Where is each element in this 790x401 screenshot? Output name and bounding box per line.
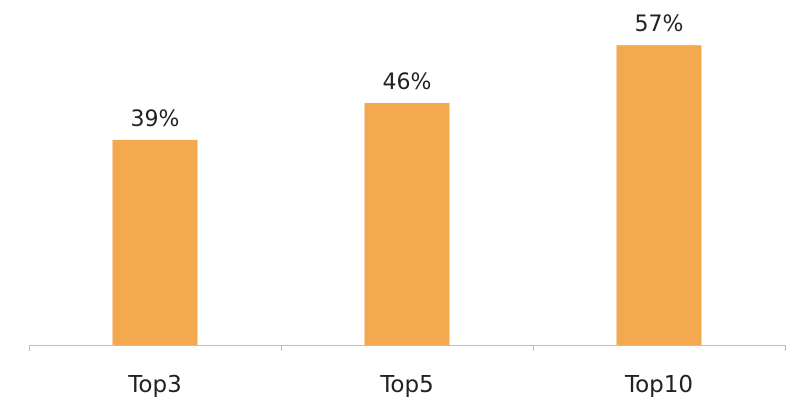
category-label-top10: Top10 [624,372,693,398]
data-label-top5: 46% [383,70,432,95]
data-labels-group: 39% 46% 57% [131,12,684,132]
category-label-top3: Top3 [127,372,181,398]
x-axis-ticks [29,345,786,351]
category-labels-group: Top3 Top5 Top10 [127,372,693,398]
bar-top3 [112,139,198,345]
bar-top5 [364,103,450,345]
category-label-top5: Top5 [379,372,433,398]
bar-top10 [616,45,702,345]
data-label-top3: 39% [131,107,180,132]
data-label-top10: 57% [635,12,684,37]
bars-group [112,45,702,345]
